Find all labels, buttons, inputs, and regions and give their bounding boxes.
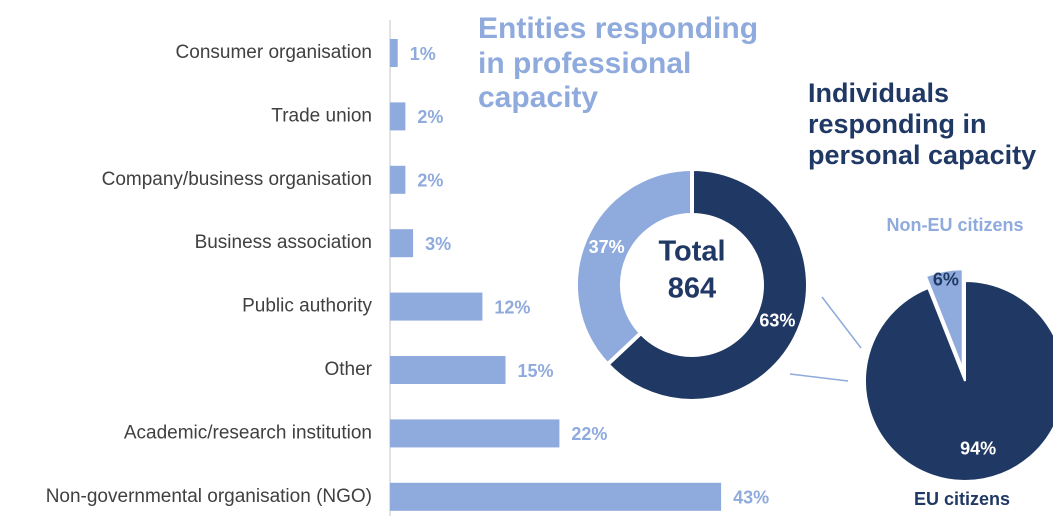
value-label: 2% — [417, 107, 443, 127]
value-label: 22% — [571, 424, 607, 444]
slice-label: 37% — [589, 237, 625, 257]
pie-category: EU citizens — [914, 489, 1010, 509]
bar — [390, 292, 483, 321]
category-label: Business association — [195, 232, 372, 253]
category-label: Public authority — [242, 296, 372, 317]
value-label: 43% — [733, 488, 769, 508]
value-label: 15% — [518, 361, 554, 381]
bar — [390, 356, 506, 384]
donut-slice — [574, 166, 694, 368]
bar — [390, 229, 414, 258]
slice-label: 6% — [933, 270, 959, 290]
bar — [390, 165, 406, 194]
donut-category: Individuals responding in personal capac… — [808, 78, 1037, 171]
pie-category: Non-EU citizens — [886, 215, 1023, 235]
category-label: Consumer organisation — [176, 42, 372, 63]
category-label: Company/business organisation — [102, 169, 372, 190]
connector — [789, 373, 849, 382]
bar — [390, 482, 722, 511]
donut-category: Entities responding in professional capa… — [478, 12, 759, 114]
value-label: 12% — [494, 297, 530, 317]
center-total: 864 — [668, 273, 716, 305]
center-label: Total — [658, 236, 725, 268]
category-label: Non-governmental organisation (NGO) — [46, 486, 372, 507]
category-label: Academic/research institution — [124, 422, 372, 443]
category-label: Trade union — [271, 105, 372, 126]
value-label: 3% — [425, 234, 451, 254]
category-label: Other — [324, 359, 372, 380]
connector — [821, 296, 862, 349]
value-label: 1% — [410, 44, 436, 64]
slice-label: 94% — [960, 439, 996, 459]
bar — [390, 419, 560, 448]
pie-slice — [924, 268, 964, 370]
pie-slice — [864, 279, 1053, 482]
value-label: 2% — [417, 171, 443, 191]
donut-slice — [604, 166, 810, 403]
bar — [390, 39, 398, 67]
bar — [390, 102, 406, 131]
slice-label: 63% — [759, 311, 795, 331]
